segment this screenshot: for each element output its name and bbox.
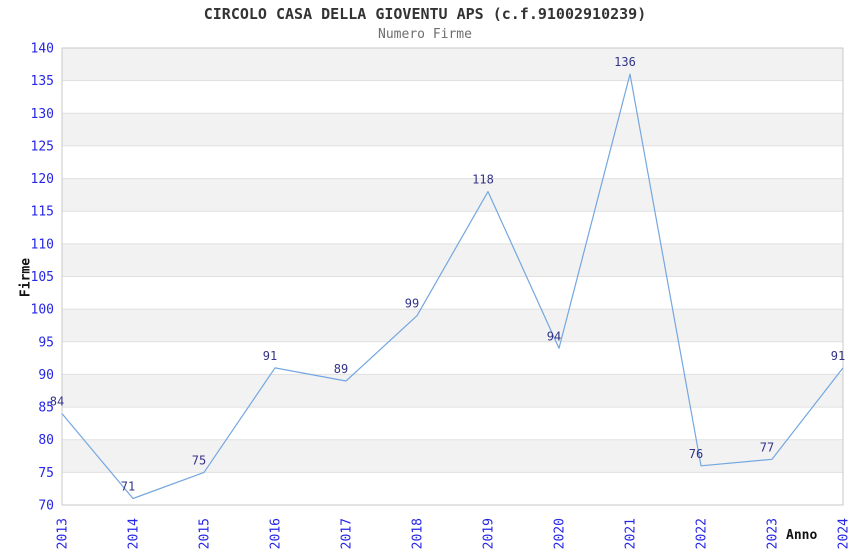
point-label: 136 (614, 55, 636, 69)
point-label: 76 (689, 447, 703, 461)
x-tick-label: 2024 (837, 518, 850, 549)
plot-band (62, 439, 843, 473)
x-tick-label: 2020 (553, 518, 568, 549)
y-tick-label: 115 (31, 205, 54, 220)
point-label: 99 (405, 297, 419, 311)
x-tick-label: 2018 (411, 518, 426, 549)
point-label: 94 (547, 329, 561, 343)
y-tick-label: 95 (38, 335, 54, 350)
y-tick-label: 135 (31, 74, 54, 89)
y-tick-label: 130 (31, 107, 54, 122)
x-tick-label: 2019 (482, 518, 497, 549)
y-tick-label: 120 (31, 172, 54, 187)
series-line (61, 73, 844, 500)
chart-subtitle: Numero Firme (378, 27, 472, 42)
point-label: 77 (760, 440, 774, 454)
x-tick-label: 2016 (269, 518, 284, 549)
x-tick-label: 2015 (198, 518, 213, 549)
x-tick-label: 2014 (127, 518, 142, 549)
y-tick-label: 70 (38, 499, 54, 514)
plot-band (62, 113, 843, 146)
point-label: 75 (192, 453, 206, 467)
y-tick-label: 80 (38, 433, 54, 448)
plot-band (62, 374, 843, 408)
point-label: 91 (831, 349, 845, 363)
x-tick-label: 2022 (695, 518, 710, 549)
y-tick-label: 75 (38, 466, 54, 481)
x-tick-label: 2021 (624, 518, 639, 549)
y-tick-label: 140 (31, 42, 54, 57)
chart-title: CIRCOLO CASA DELLA GIOVENTU APS (c.f.910… (203, 5, 647, 23)
y-tick-label: 125 (31, 139, 54, 154)
point-label: 84 (50, 395, 64, 409)
point-label: 118 (472, 173, 494, 187)
y-tick-label: 90 (38, 368, 54, 383)
point-label: 89 (334, 362, 348, 376)
plot-frame (61, 47, 844, 506)
plot-band (62, 309, 843, 342)
x-axis-label: Anno (786, 528, 818, 543)
y-tick-label: 100 (31, 303, 54, 318)
y-axis-label: Firme (18, 257, 34, 298)
point-label: 71 (121, 480, 135, 494)
x-tick-label: 2017 (340, 518, 355, 549)
x-tick-label: 2023 (766, 518, 781, 549)
y-tick-label: 105 (31, 270, 54, 285)
x-tick-label: 2013 (56, 518, 71, 549)
plot-band (62, 48, 843, 81)
point-label: 91 (263, 349, 277, 363)
plot-band (62, 178, 843, 212)
plot-band (62, 243, 843, 277)
y-tick-label: 85 (38, 401, 54, 416)
y-tick-label: 110 (31, 237, 54, 252)
